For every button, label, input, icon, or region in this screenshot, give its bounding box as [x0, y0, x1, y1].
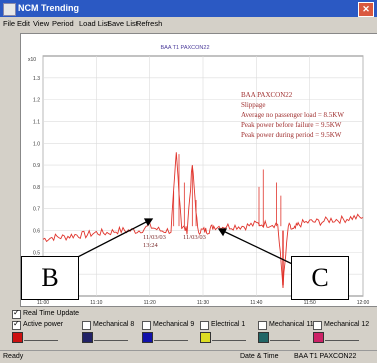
mechanical-8-checkbox[interactable]	[82, 321, 91, 330]
status-bar: Ready Date & Time BAA T1 PAXCON22	[0, 350, 377, 363]
mechanical-8-value-line	[94, 340, 128, 341]
y-tick-label: 0.5	[33, 250, 40, 256]
mechanical-12-color-swatch[interactable]	[313, 332, 324, 343]
y-tick-label: 1.0	[33, 141, 40, 147]
realtime-label: Real Time Update	[23, 310, 80, 317]
mechanical-8-color-swatch[interactable]	[82, 332, 93, 343]
active-power-checkbox[interactable]	[12, 319, 21, 330]
y-tick-label: 1.3	[33, 76, 40, 82]
window-title: NCM Trending	[18, 3, 79, 13]
trend-chart[interactable]: 1.31.21.11.00.90.80.70.60.50.4 11:0011:1…	[21, 34, 377, 306]
electrical-1-checkbox[interactable]	[200, 321, 209, 330]
mechanical-11-value-line	[270, 340, 300, 341]
annotation-slippage: Slippage	[241, 101, 266, 109]
x-tick-label: 11:30	[197, 300, 209, 306]
chart-title: BAA T1 PAXCON22	[160, 45, 209, 51]
y-axis-ticks: 1.31.21.11.00.90.80.70.60.50.4	[33, 76, 40, 278]
y-tick-label: 0.6	[33, 229, 40, 235]
annotation-peak-during-period: Peak power during period = 9.5KW	[241, 131, 342, 139]
active-power-label: Active power	[23, 321, 64, 328]
series-spikes	[173, 154, 284, 286]
y-tick-label: 1.1	[33, 119, 40, 125]
electrical-1-color-swatch[interactable]	[200, 332, 211, 343]
callout-b-arrow-line	[67, 218, 153, 263]
annotation-peak-before-failure: Peak power before failure = 9.5KW	[241, 121, 342, 129]
electrical-1-value-line	[212, 340, 246, 341]
mechanical-11-color-swatch[interactable]	[258, 332, 269, 343]
y-tick-label: 0.9	[33, 163, 40, 169]
x-tick-label: 11:00	[37, 300, 49, 306]
active-power-color-swatch[interactable]	[12, 332, 23, 343]
mechanical-12-label: Mechanical 12	[324, 321, 370, 328]
series-line	[42, 152, 364, 289]
menu-save-list[interactable]: Save List	[107, 19, 138, 28]
mechanical-11-checkbox[interactable]	[258, 321, 267, 330]
menu-period[interactable]: Period	[52, 19, 74, 28]
y-axis-label: x10	[28, 57, 36, 63]
x-axis-ticks: 11:00 11:10 11:20 11:30 11:40 11:50 12:00	[37, 300, 370, 306]
x-tick-label: 12:00	[357, 300, 370, 306]
realtime-checkbox[interactable]	[12, 308, 21, 319]
callout-b-arrowhead	[143, 218, 154, 227]
point-label-b-date: 11/03/03	[143, 234, 166, 241]
status-station: BAA T1 PAXCON22	[294, 353, 357, 360]
active-power-value-line	[24, 340, 58, 341]
mechanical-9-value-line	[154, 340, 188, 341]
mechanical-9-checkbox[interactable]	[142, 321, 151, 330]
annotation-average-load: Average no passenger load = 8.5KW	[241, 111, 344, 119]
mechanical-11-label: Mechanical 11	[269, 321, 314, 328]
y-tick-label: 0.8	[33, 185, 40, 191]
trend-chart-panel: 1.31.21.11.00.90.80.70.60.50.4 11:0011:1…	[20, 33, 377, 307]
point-label-c-date: 11/03/03	[183, 234, 206, 241]
mechanical-9-label: Mechanical 9	[153, 321, 195, 328]
menu-load-list[interactable]: Load List	[79, 19, 110, 28]
point-label-b-time: 13:24	[143, 242, 159, 249]
menu-refresh[interactable]: Refresh	[136, 19, 163, 28]
series-controls: Real Time Update Active power Mechanical…	[0, 306, 377, 350]
callout-c-arrowhead	[217, 228, 228, 237]
x-tick-label: 11:50	[304, 300, 316, 306]
callout-c-label: C	[291, 256, 349, 300]
menu-bar: File Edit View Period Load List Save Lis…	[0, 17, 377, 31]
x-tick-label: 11:20	[144, 300, 156, 306]
mechanical-8-label: Mechanical 8	[93, 321, 135, 328]
x-tick-label: 11:40	[250, 300, 262, 306]
x-tick-label: 11:10	[90, 300, 102, 306]
electrical-1-label: Electrical 1	[211, 321, 246, 328]
menu-file[interactable]: File	[3, 19, 16, 28]
mechanical-12-checkbox[interactable]	[313, 321, 322, 330]
app-icon	[3, 3, 16, 16]
menu-edit[interactable]: Edit	[17, 19, 30, 28]
title-bar: NCM Trending ✕	[0, 0, 377, 17]
callout-b-label: B	[21, 256, 79, 300]
y-tick-label: 1.2	[33, 98, 40, 104]
chart-grid	[42, 56, 364, 296]
menu-view[interactable]: View	[33, 19, 50, 28]
status-ready: Ready	[3, 353, 24, 360]
mechanical-9-color-swatch[interactable]	[142, 332, 153, 343]
status-date-time: Date & Time	[240, 353, 279, 360]
y-tick-label: 0.7	[33, 207, 40, 213]
mechanical-12-value-line	[325, 340, 359, 341]
close-button[interactable]: ✕	[358, 2, 374, 17]
annotation-station: BAA PAXCON22	[241, 91, 293, 99]
